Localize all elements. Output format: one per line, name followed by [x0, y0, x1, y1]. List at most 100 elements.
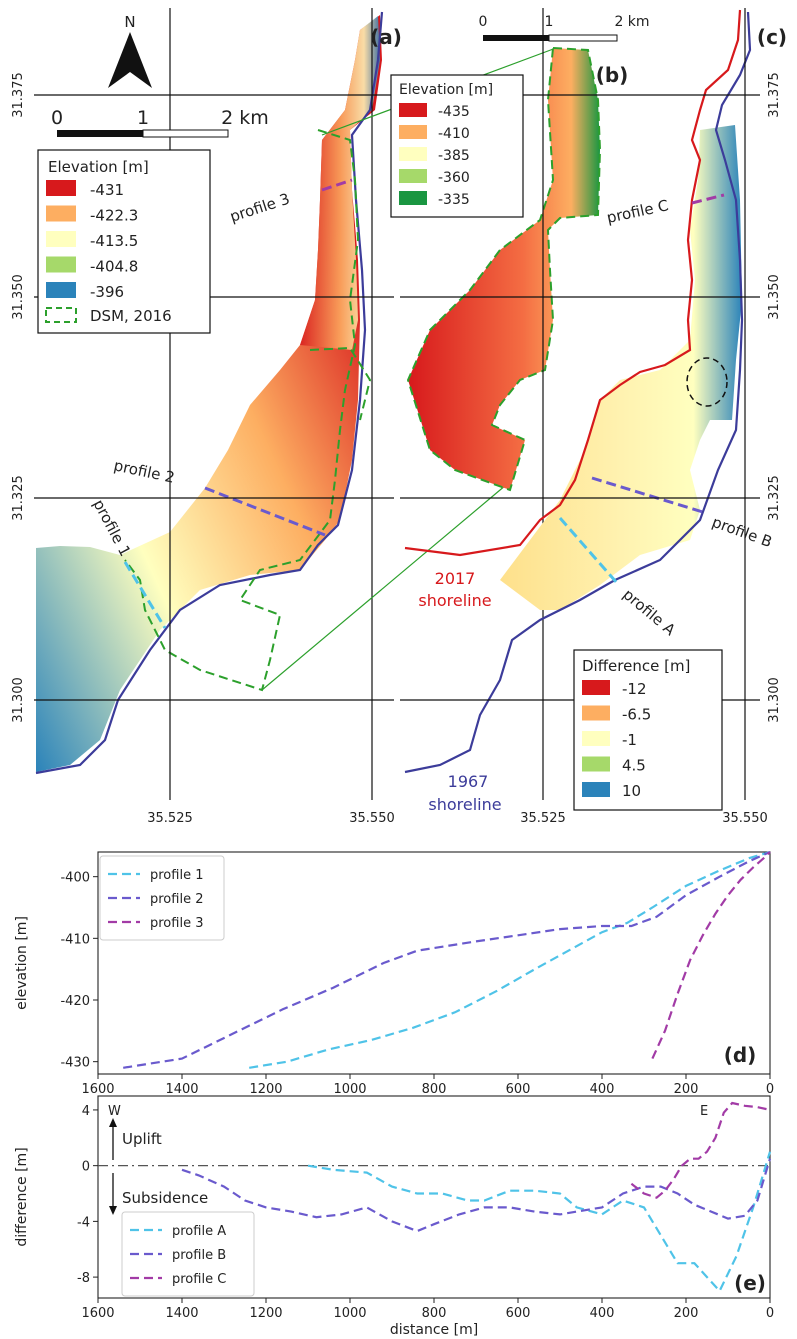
y-tick-label: 0 [82, 1160, 90, 1175]
north-label: N [124, 13, 135, 31]
x-tick-label: 0 [766, 1306, 774, 1321]
y-tick-label: 4 [82, 1104, 90, 1119]
lat-tick: 31.325 [767, 475, 782, 521]
legend-swatch [399, 191, 427, 205]
scalebar-2-label: 2 km [614, 14, 649, 30]
legend-entry: profile A [172, 1224, 226, 1239]
panel-c-shoreline-2017 [404, 9, 742, 557]
series-line-profile-c [630, 1101, 771, 1199]
legend-swatch [582, 731, 610, 746]
subsidence-annotation: Subsidence [122, 1189, 208, 1207]
x-tick-label: 600 [506, 1082, 531, 1097]
lat-tick: 31.350 [11, 274, 26, 320]
legend-label: -435 [438, 104, 470, 120]
y-tick-label: -410 [60, 932, 90, 947]
legend-entry: profile 2 [150, 892, 203, 907]
scalebar-0-label: 0 [479, 14, 488, 30]
chart-d-legend: profile 1 profile 2 profile 3 [99, 855, 225, 941]
shoreline-1967-label-2: shoreline [428, 795, 501, 814]
chart-e-legend: profile A profile B profile C [121, 1211, 255, 1297]
legend-label: -335 [438, 192, 470, 208]
legend-swatch [46, 256, 76, 273]
shoreline-2017-label-1: 2017 [435, 569, 476, 588]
shoreline-2017-label-2: shoreline [418, 591, 491, 610]
x-tick-label: 1000 [333, 1082, 366, 1097]
panel-b-legend: Elevation [m] -435 -410 -385 -360 -335 [390, 74, 524, 218]
x-tick-label: 800 [422, 1306, 447, 1321]
panel-b-map: 0 1 2 km (b) Elevation [m] -435 -410 -385 -… [261, 8, 650, 800]
legend-label: 4.5 [622, 757, 646, 775]
legend-entry: profile B [172, 1248, 226, 1263]
legend-swatch [582, 782, 610, 797]
panel-b-label: (b) [596, 63, 629, 87]
legend-entry: profile 1 [150, 868, 203, 883]
chart-d-ylabel: elevation [m] [14, 916, 30, 1010]
panel-c-legend: Difference [m] -12 -6.5 -1 4.5 10 [573, 649, 723, 811]
panel-a-legend: Elevation [m] -431 -422.3 -413.5 -404.8 -396… [37, 149, 211, 334]
y-tick-label: -430 [60, 1056, 90, 1071]
scalebar-1-label: 1 [137, 107, 149, 129]
x-tick-label: 1200 [249, 1306, 282, 1321]
legend-label: -404.8 [90, 258, 138, 276]
x-tick-label: 1000 [333, 1306, 366, 1321]
panel-a-map: N 0 1 2 km (a) Elevation [m] -431 -422.3 -… [11, 8, 402, 826]
profile-1-line [123, 561, 167, 629]
highlight-circle [686, 357, 728, 407]
panel-b-elevation-raster [406, 46, 602, 492]
shoreline-1967-label-1: 1967 [448, 772, 489, 791]
inset-connector [261, 484, 507, 691]
chart-e-xlabel: distance [m] [390, 1322, 478, 1338]
legend-label: -6.5 [622, 706, 651, 724]
legend-label: -410 [438, 126, 470, 142]
legend-label: -1 [622, 731, 637, 749]
lat-tick: 31.350 [767, 274, 782, 320]
x-tick-label: 1400 [165, 1082, 198, 1097]
panel-a-shoreline [35, 11, 384, 775]
scalebar-0-label: 0 [51, 107, 63, 129]
x-tick-label: 1600 [81, 1082, 114, 1097]
legend-label: -413.5 [90, 232, 138, 250]
panel-a-label: (a) [370, 25, 402, 49]
x-tick-label: 200 [674, 1082, 699, 1097]
north-arrow-icon [108, 32, 152, 88]
scalebar-1-label: 1 [545, 14, 554, 30]
lat-tick: 31.375 [11, 72, 26, 118]
lon-tick: 35.550 [349, 811, 395, 826]
lon-tick: 35.525 [520, 811, 566, 826]
panel-c-label: (c) [757, 25, 787, 49]
lat-tick: 31.375 [767, 72, 782, 118]
panel-c-legend-title: Difference [m] [582, 657, 690, 675]
chart-d: 1600 1400 1200 1000 800 600 400 200 0 -400 -410 -42… [14, 850, 774, 1097]
panel-b-legend-title: Elevation [m] [399, 82, 493, 98]
x-tick-label: 800 [422, 1082, 447, 1097]
west-annotation: W [108, 1104, 121, 1119]
x-tick-label: 600 [506, 1306, 531, 1321]
panel-a-legend-dsm: DSM, 2016 [90, 307, 172, 325]
series-line-profile-b [181, 1158, 772, 1233]
series-line-profile-a [307, 1151, 772, 1293]
series-line-profile-3 [651, 851, 771, 1060]
chart-e: 1600 1400 1200 1000 800 600 400 200 0 4 0 -4 -8 diff… [14, 1095, 774, 1338]
series-line-profile-2 [123, 850, 771, 1069]
x-tick-label: 1600 [81, 1306, 114, 1321]
legend-swatch [399, 169, 427, 183]
y-tick-label: -420 [60, 994, 90, 1009]
legend-label: -422.3 [90, 207, 138, 225]
legend-label: -396 [90, 283, 124, 301]
y-tick-label: -400 [60, 871, 90, 886]
lon-tick: 35.550 [722, 811, 768, 826]
x-tick-label: 200 [674, 1306, 699, 1321]
profile-3-label: profile 3 [228, 190, 292, 226]
chart-e-ylabel: difference [m] [14, 1147, 30, 1246]
panel-a-elevation-raster [36, 15, 382, 772]
y-tick-label: -4 [77, 1215, 90, 1230]
x-tick-label: 1200 [249, 1082, 282, 1097]
legend-label: 10 [622, 782, 641, 800]
panel-a-legend-title: Elevation [m] [48, 158, 149, 176]
panel-a-dsm-outline-2 [309, 346, 372, 421]
legend-swatch [582, 680, 610, 695]
profile-b-label: profile B [710, 513, 775, 551]
lat-tick: 31.300 [767, 677, 782, 723]
panel-c-shoreline-1967 [404, 11, 752, 774]
legend-swatch [399, 147, 427, 161]
